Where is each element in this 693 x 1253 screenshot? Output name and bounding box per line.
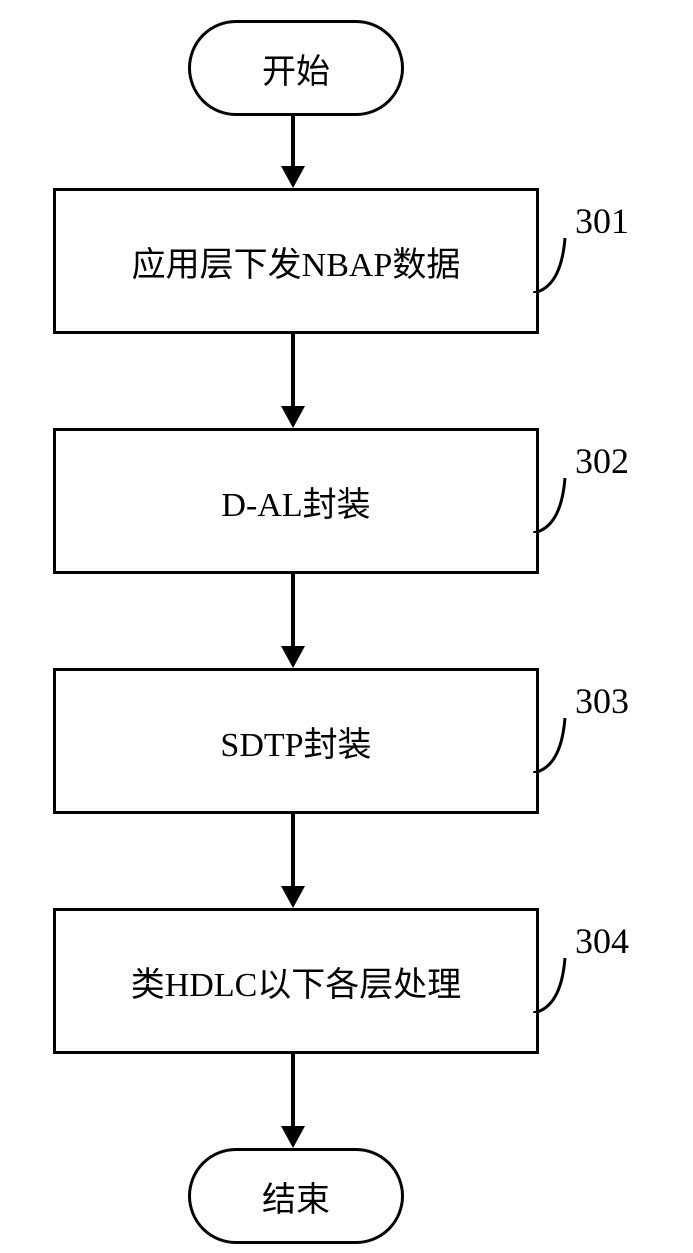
end-label: 结束 <box>262 1172 330 1221</box>
ref-label-2: 302 <box>575 440 629 482</box>
ref-label-1: 301 <box>575 200 629 242</box>
ref-label-4: 304 <box>575 920 629 962</box>
connector-2 <box>533 478 568 533</box>
step4-label: 类HDLC以下各层处理 <box>131 957 462 1006</box>
arrow-2 <box>291 331 295 406</box>
arrow-head-1 <box>281 166 305 188</box>
step2-label: D-AL封装 <box>221 477 370 526</box>
arrow-4 <box>291 811 295 886</box>
connector-1 <box>533 238 568 293</box>
process-step4: 类HDLC以下各层处理 <box>53 908 539 1054</box>
arrow-3 <box>291 571 295 646</box>
arrow-5 <box>291 1051 295 1126</box>
process-step2: D-AL封装 <box>53 428 539 574</box>
arrow-head-5 <box>281 1126 305 1148</box>
arrow-head-4 <box>281 886 305 908</box>
ref-label-3: 303 <box>575 680 629 722</box>
arrow-1 <box>291 113 295 168</box>
step3-label: SDTP封装 <box>220 717 371 766</box>
end-node: 结束 <box>188 1148 404 1244</box>
arrow-head-3 <box>281 646 305 668</box>
step1-label: 应用层下发NBAP数据 <box>132 237 461 286</box>
start-label: 开始 <box>262 44 330 93</box>
process-step3: SDTP封装 <box>53 668 539 814</box>
flowchart-container: 开始 应用层下发NBAP数据 301 D-AL封装 302 SDTP封装 <box>0 0 693 1253</box>
connector-4 <box>533 958 568 1013</box>
connector-3 <box>533 718 568 773</box>
start-node: 开始 <box>188 20 404 116</box>
arrow-head-2 <box>281 406 305 428</box>
process-step1: 应用层下发NBAP数据 <box>53 188 539 334</box>
